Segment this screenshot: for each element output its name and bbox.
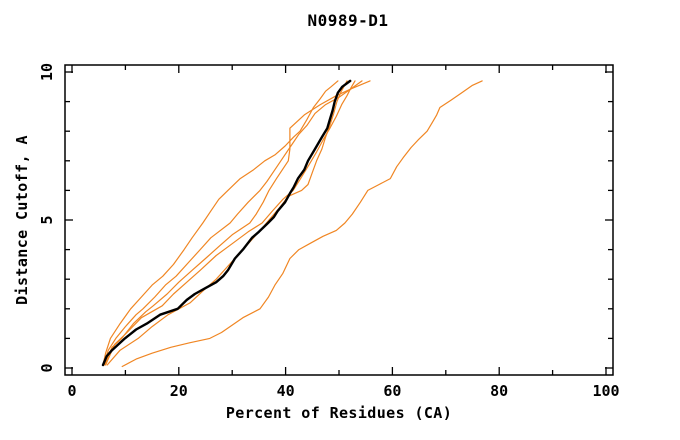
x-axis-title: Percent of Residues (CA) [226, 404, 452, 422]
x-tick-label: 40 [277, 382, 295, 400]
x-tick-label: 60 [383, 382, 401, 400]
x-tick-label: 100 [592, 382, 619, 400]
series-model-2 [102, 80, 363, 366]
series-model-5 [106, 80, 348, 366]
series-model-1 [102, 80, 339, 366]
plot-area: 0 20 40 60 80 100 0 5 10 [38, 63, 620, 400]
x-tick-label: 0 [67, 382, 76, 400]
y-axis-title: Distance Cutoff, A [13, 135, 31, 305]
x-tick-label: 80 [490, 382, 508, 400]
series-model-4 [104, 80, 356, 366]
series-reference [101, 79, 352, 367]
y-tick-label: 5 [38, 215, 56, 224]
series-model-6-outlier [121, 80, 483, 368]
x-tick-label: 20 [170, 382, 188, 400]
y-tick-label: 10 [38, 63, 56, 81]
series-model-3 [103, 80, 371, 366]
y-tick-label: 0 [38, 363, 56, 372]
chart-title: N0989-D1 [307, 11, 388, 30]
